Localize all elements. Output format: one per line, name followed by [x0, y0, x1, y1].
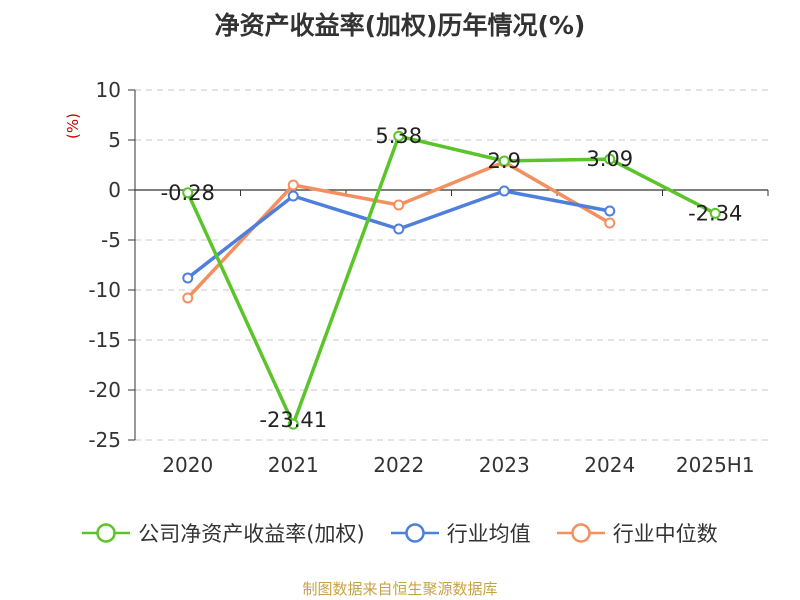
y-tick-label: 0	[108, 178, 121, 202]
data-point	[393, 199, 405, 211]
legend: 公司净资产收益率(加权) 行业均值 行业中位数	[0, 518, 800, 548]
data-point	[709, 207, 721, 219]
x-tick-label: 2023	[479, 453, 530, 477]
y-tick-label: -20	[88, 378, 121, 402]
data-point	[287, 179, 299, 191]
y-axis-label: (%)	[64, 113, 82, 139]
chart-title: 净资产收益率(加权)历年情况(%)	[214, 11, 586, 40]
data-point	[287, 190, 299, 202]
data-point	[498, 185, 510, 197]
data-point	[393, 130, 405, 142]
data-label: 2.9	[488, 149, 521, 173]
y-tick-label: -5	[101, 228, 121, 252]
y-tick-label: -10	[88, 278, 121, 302]
legend-label: 行业中位数	[612, 522, 718, 546]
x-tick-label: 2024	[584, 453, 635, 477]
y-tick-label: -25	[88, 428, 121, 452]
legend-label: 行业均值	[446, 522, 531, 546]
y-tick-label: 10	[96, 78, 121, 102]
legend-label: 公司净资产收益率(加权)	[138, 522, 365, 546]
data-label: -2.34	[688, 201, 742, 225]
legend-item: 行业均值	[390, 518, 531, 548]
data-label: 5.38	[375, 124, 422, 148]
data-point	[498, 155, 510, 167]
data-point	[182, 187, 194, 199]
data-label: 3.09	[586, 147, 633, 171]
legend-swatch-icon	[390, 523, 439, 543]
data-point	[182, 292, 194, 304]
x-tick-label: 2021	[268, 453, 319, 477]
data-point	[287, 418, 299, 430]
x-tick-label: 2022	[373, 453, 424, 477]
data-label: -0.28	[161, 181, 215, 205]
data-label: -23.41	[259, 408, 327, 432]
data-point	[182, 272, 194, 284]
legend-item: 公司净资产收益率(加权)	[82, 518, 365, 548]
legend-swatch-icon	[82, 523, 131, 543]
series-line	[186, 134, 717, 426]
legend-swatch-icon	[556, 523, 605, 543]
x-tick-label: 2025H1	[676, 453, 755, 477]
x-tick-label: 2020	[162, 453, 213, 477]
data-point	[604, 153, 616, 165]
legend-item: 行业中位数	[556, 518, 718, 548]
data-point	[604, 205, 616, 217]
y-tick-label: -15	[88, 328, 121, 352]
data-point	[604, 217, 616, 229]
source-note: 制图数据来自恒生聚源数据库	[302, 580, 498, 598]
data-point	[393, 223, 405, 235]
y-tick-label: 5	[108, 128, 121, 152]
